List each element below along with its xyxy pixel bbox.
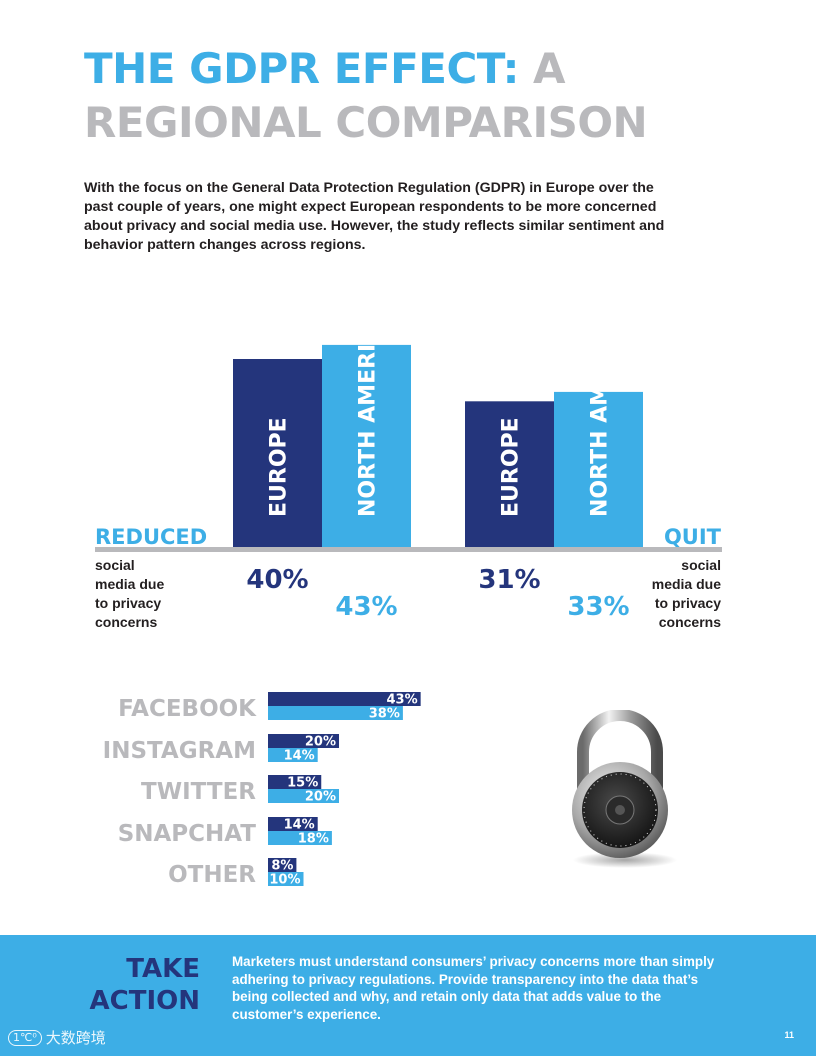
hbar-facebook-0 [268, 692, 421, 706]
platform-label-instagram: INSTAGRAM [103, 738, 256, 764]
category-desc-line: media due [652, 576, 721, 592]
hbar-twitter-1 [268, 789, 339, 803]
hbar-other-1 [268, 872, 304, 886]
category-desc-line: media due [95, 576, 164, 592]
platform-label-snapchat: SNAPCHAT [118, 821, 257, 847]
take-action-line2: ACTION [89, 986, 200, 1016]
category-desc-reduced: social media due to privacy concerns [95, 557, 164, 630]
platform-label-twitter: TWITTER [141, 779, 256, 805]
page-title: THE GDPR EFFECT: A REGIONAL COMPARISON [84, 42, 764, 150]
hbar-value-label: 43% [387, 693, 418, 708]
take-action-heading: TAKE ACTION [30, 953, 200, 1017]
hbar-value-label: 20% [305, 790, 336, 805]
take-action-footer: TAKE ACTION Marketers must understand co… [0, 935, 816, 1056]
hbar-snapchat-0 [268, 817, 318, 831]
bar-reduced-europe [233, 359, 322, 547]
hbar-value-label: 10% [269, 873, 300, 888]
take-action-line1: TAKE [126, 954, 200, 984]
bar-reduced-north-america [322, 344, 411, 547]
watermark-text: 大数跨境 [45, 1029, 106, 1047]
hbar-value-label: 8% [271, 859, 293, 874]
hbar-twitter-0 [268, 775, 322, 789]
hbar-value-label: 14% [284, 749, 315, 764]
hbar-value-label: 15% [287, 776, 318, 791]
platform-label-other: OTHER [168, 862, 256, 888]
region-bar-chart: EUROPE NORTH AMERICA EUROPE NORTH AMERICA R… [95, 311, 722, 630]
take-action-text: Marketers must understand consumers’ pri… [232, 954, 715, 1022]
watermark: 1℃⁰ 大数跨境 [8, 1027, 106, 1048]
category-desc-line: social [681, 557, 721, 573]
bar-series-label: NORTH AMERICA [356, 311, 381, 517]
intro-paragraph: With the focus on the General Data Prote… [84, 180, 665, 253]
bar-value-label: 33% [567, 592, 629, 622]
bar-quit-north-america [554, 391, 643, 547]
category-title-reduced: REDUCED [95, 525, 207, 549]
hbar-facebook-1 [268, 706, 403, 720]
hbar-value-label: 14% [284, 818, 315, 833]
hbar-value-label: 38% [369, 707, 400, 722]
bar-value-label: 31% [478, 565, 540, 595]
category-desc-quit: social media due to privacy concerns [652, 557, 721, 630]
bar-series-label: NORTH AMERICA [588, 311, 613, 517]
bar-series-label: EUROPE [499, 417, 524, 517]
hbar-value-label: 20% [305, 735, 336, 750]
title-highlight: THE GDPR EFFECT: [84, 44, 519, 93]
category-desc-line: concerns [659, 614, 721, 630]
chart-baseline [95, 547, 722, 552]
hbar-snapchat-1 [268, 831, 332, 845]
hbar-value-label: 18% [298, 832, 329, 847]
combination-padlock-icon [572, 710, 677, 868]
category-title-quit: QUIT [664, 525, 722, 549]
hbar-other-0 [268, 858, 297, 872]
hbar-instagram-0 [268, 734, 339, 748]
category-desc-line: to privacy [655, 595, 721, 611]
platform-label-facebook: FACEBOOK [118, 696, 257, 722]
category-desc-line: social [95, 557, 135, 573]
bar-value-label: 43% [335, 592, 397, 622]
page-number: 11 [784, 1030, 794, 1040]
category-desc-line: concerns [95, 614, 157, 630]
bar-series-label: EUROPE [267, 417, 292, 517]
category-desc-line: to privacy [95, 595, 161, 611]
platform-bar-chart: FACEBOOK 43%38%INSTAGRAM 20%14%TWITTER 15%2… [103, 692, 421, 888]
title-rest: A REGIONAL COMPARISON [84, 44, 648, 147]
bar-quit-europe [465, 401, 554, 547]
watermark-logo-icon: 1℃⁰ [8, 1029, 42, 1046]
bar-value-label: 40% [246, 565, 308, 595]
hbar-instagram-1 [268, 748, 318, 762]
